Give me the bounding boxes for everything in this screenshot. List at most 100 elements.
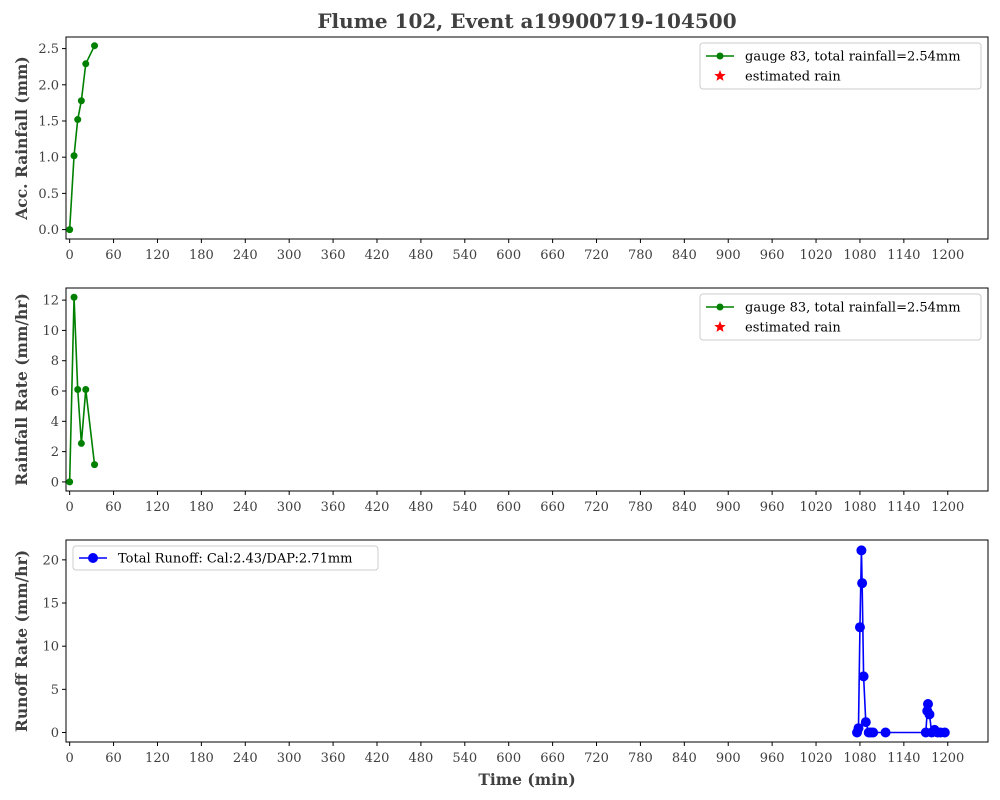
x-tick-label: 600 (496, 751, 521, 766)
x-tick-label: 0 (66, 751, 74, 766)
y-axis-label: Rainfall Rate (mm/hr) (12, 293, 31, 486)
data-point (77, 97, 85, 105)
legend-box (699, 42, 982, 90)
chart-panels: 0 60 120 180 240 300 360 420 480 540 600 660 720 780 8… (12, 36, 989, 766)
y-tick-label: 8 (51, 354, 59, 369)
legend-marker (716, 52, 724, 60)
data-point (82, 60, 90, 68)
x-tick-label: 420 (365, 248, 390, 263)
data-point (922, 699, 933, 710)
x-tick-label: 300 (277, 248, 302, 263)
y-tick-label: 0 (51, 726, 59, 741)
legend-label: estimated rain (745, 321, 841, 336)
x-tick-label: 840 (672, 500, 697, 515)
x-tick-label: 540 (452, 751, 477, 766)
x-tick-label: 120 (145, 248, 170, 263)
data-point (74, 116, 82, 124)
chart-panel-2: 0 60 120 180 240 300 360 420 480 540 600 660 720 780 8… (12, 287, 989, 515)
x-tick-label: 540 (452, 248, 477, 263)
y-tick-label: 1.0 (38, 151, 59, 166)
y-tick-label: 0 (51, 475, 59, 490)
series-line (68, 45, 96, 230)
series-line (68, 296, 96, 482)
x-tick-label: 120 (145, 500, 170, 515)
legend-marker (88, 553, 98, 563)
y-tick-label: 5 (51, 683, 59, 698)
x-tick-label: 780 (628, 500, 653, 515)
y-tick-label: 0.5 (38, 187, 59, 202)
x-tick-label: 660 (540, 751, 565, 766)
x-tick-label: 180 (189, 248, 214, 263)
data-point (856, 545, 867, 556)
x-tick-label: 300 (277, 751, 302, 766)
x-tick-label: 360 (321, 248, 346, 263)
data-point (77, 439, 85, 447)
legend: gauge 83, total rainfall=2.54mm estimated… (699, 293, 982, 341)
x-tick-label: 1020 (799, 751, 832, 766)
x-tick-label: 900 (716, 248, 741, 263)
data-point (82, 386, 90, 393)
data-point (854, 622, 865, 633)
x-tick-label: 360 (321, 751, 346, 766)
y-tick-label: 0.0 (38, 223, 59, 238)
legend-label: estimated rain (745, 70, 841, 85)
legend: Total Runoff: Cal:2.43/DAP:2.71mm (72, 545, 379, 571)
legend-label: gauge 83, total rainfall=2.54mm (745, 301, 961, 316)
data-point (939, 727, 950, 738)
x-tick-label: 0 (66, 248, 74, 263)
x-tick-label: 1020 (799, 500, 832, 515)
x-tick-label: 0 (66, 500, 74, 515)
data-point (860, 717, 871, 728)
plot-frame (65, 287, 989, 492)
x-tick-label: 960 (760, 248, 785, 263)
y-axis-label: Acc. Rainfall (mm) (12, 56, 31, 220)
data-point (66, 478, 74, 486)
x-tick-label: 960 (760, 500, 785, 515)
x-tick-label: 240 (233, 500, 258, 515)
x-tick-label: 900 (716, 751, 741, 766)
x-tick-label: 780 (628, 248, 653, 263)
y-tick-label: 15 (42, 597, 59, 612)
x-tick-label: 60 (105, 248, 122, 263)
y-tick-label: 6 (51, 385, 59, 400)
data-point (91, 42, 99, 50)
legend-marker (716, 303, 724, 311)
x-tick-label: 1200 (931, 500, 964, 515)
x-axis-label: Time (min) (478, 770, 575, 789)
data-point (880, 727, 891, 738)
y-tick-label: 4 (51, 415, 59, 430)
data-point (91, 461, 99, 469)
x-tick-label: 1200 (931, 751, 964, 766)
x-tick-label: 1080 (843, 248, 876, 263)
chart-panel-3: 0 60 120 180 240 300 360 420 480 540 600 660 720 780 8… (12, 539, 989, 766)
plot-frame (65, 36, 989, 240)
x-tick-label: 720 (584, 751, 609, 766)
data-point (857, 578, 868, 589)
x-tick-label: 780 (628, 751, 653, 766)
x-tick-label: 240 (233, 751, 258, 766)
plot-frame (65, 539, 989, 743)
x-tick-label: 480 (408, 500, 433, 515)
chart-panel-1: 0 60 120 180 240 300 360 420 480 540 600 660 720 780 8… (12, 36, 989, 263)
x-tick-label: 840 (672, 751, 697, 766)
legend-marker (714, 321, 726, 332)
legend-box (699, 293, 982, 341)
x-tick-label: 180 (189, 751, 214, 766)
y-tick-label: 10 (42, 640, 59, 655)
legend-label: Total Runoff: Cal:2.43/DAP:2.71mm (118, 552, 353, 567)
y-tick-label: 10 (42, 324, 59, 339)
x-tick-label: 300 (277, 500, 302, 515)
x-tick-label: 720 (584, 248, 609, 263)
y-tick-label: 2.0 (38, 78, 59, 93)
x-tick-label: 480 (408, 248, 433, 263)
data-point (70, 152, 78, 160)
x-tick-label: 1140 (887, 751, 920, 766)
x-tick-label: 1200 (931, 248, 964, 263)
x-tick-label: 60 (105, 751, 122, 766)
y-tick-label: 12 (42, 294, 59, 309)
x-tick-label: 420 (365, 751, 390, 766)
legend-marker (714, 70, 726, 81)
x-tick-label: 1140 (887, 500, 920, 515)
x-tick-label: 900 (716, 500, 741, 515)
